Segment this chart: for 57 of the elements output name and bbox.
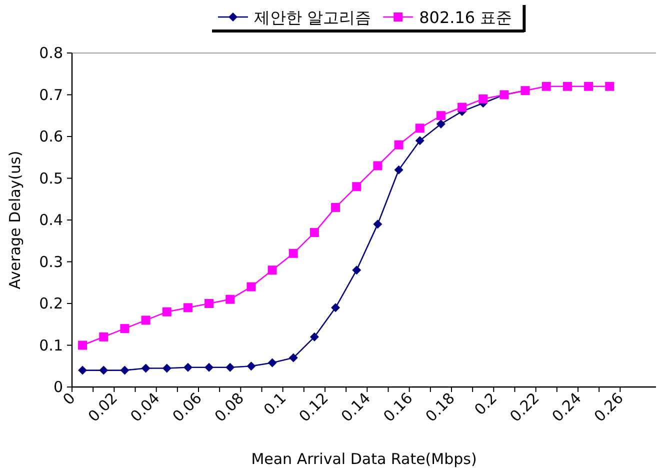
point (562, 82, 572, 91)
point (99, 332, 108, 342)
point (310, 332, 319, 342)
point (120, 366, 130, 375)
point (246, 362, 256, 371)
point (204, 362, 214, 372)
point (310, 228, 319, 238)
y-axis-title: Average Delay(us) (6, 150, 24, 290)
point (394, 165, 404, 174)
point (331, 303, 340, 312)
point (458, 102, 467, 112)
point (78, 366, 88, 375)
point (373, 220, 382, 229)
point (120, 324, 130, 334)
x-tick-label: 0.2 (470, 389, 500, 419)
point (162, 364, 172, 373)
point (78, 340, 88, 350)
point (183, 303, 192, 312)
legend-label: 제안한 알고리즘 (254, 8, 372, 27)
y-tick-label: 0.6 (39, 128, 63, 146)
point (394, 140, 404, 150)
point (542, 82, 551, 91)
y-tick-label: 0 (53, 378, 63, 396)
y-tick-label: 0.3 (39, 252, 63, 271)
y-tick-label: 0.5 (39, 169, 63, 188)
point (373, 161, 382, 170)
y-tick-label: 0.8 (39, 44, 63, 62)
point (352, 266, 362, 275)
point (99, 366, 108, 375)
point (436, 111, 446, 120)
point (268, 266, 277, 275)
point (584, 82, 594, 91)
point (331, 202, 340, 212)
legend-label: 802.16 표준 (419, 8, 512, 27)
point (162, 307, 172, 316)
point (415, 136, 424, 146)
point (436, 119, 446, 128)
y-tick-label: 0.4 (39, 211, 63, 229)
y-tick-label: 0.1 (39, 336, 63, 354)
point (268, 358, 277, 368)
x-axis-title: Mean Arrival Data Rate(Mbps) (251, 450, 477, 468)
point (352, 182, 362, 192)
point (605, 82, 614, 91)
point (288, 248, 298, 258)
point (415, 124, 424, 133)
point (288, 353, 298, 362)
point (141, 316, 150, 325)
y-tick-label: 0.2 (39, 294, 63, 312)
x-tick-label: 0.1 (260, 389, 290, 419)
point (246, 282, 256, 292)
point (226, 362, 235, 372)
point (478, 94, 488, 104)
y-tick-label: 0.7 (39, 86, 63, 104)
point (183, 362, 192, 372)
point (226, 294, 235, 304)
point (141, 364, 150, 373)
point (204, 299, 214, 308)
